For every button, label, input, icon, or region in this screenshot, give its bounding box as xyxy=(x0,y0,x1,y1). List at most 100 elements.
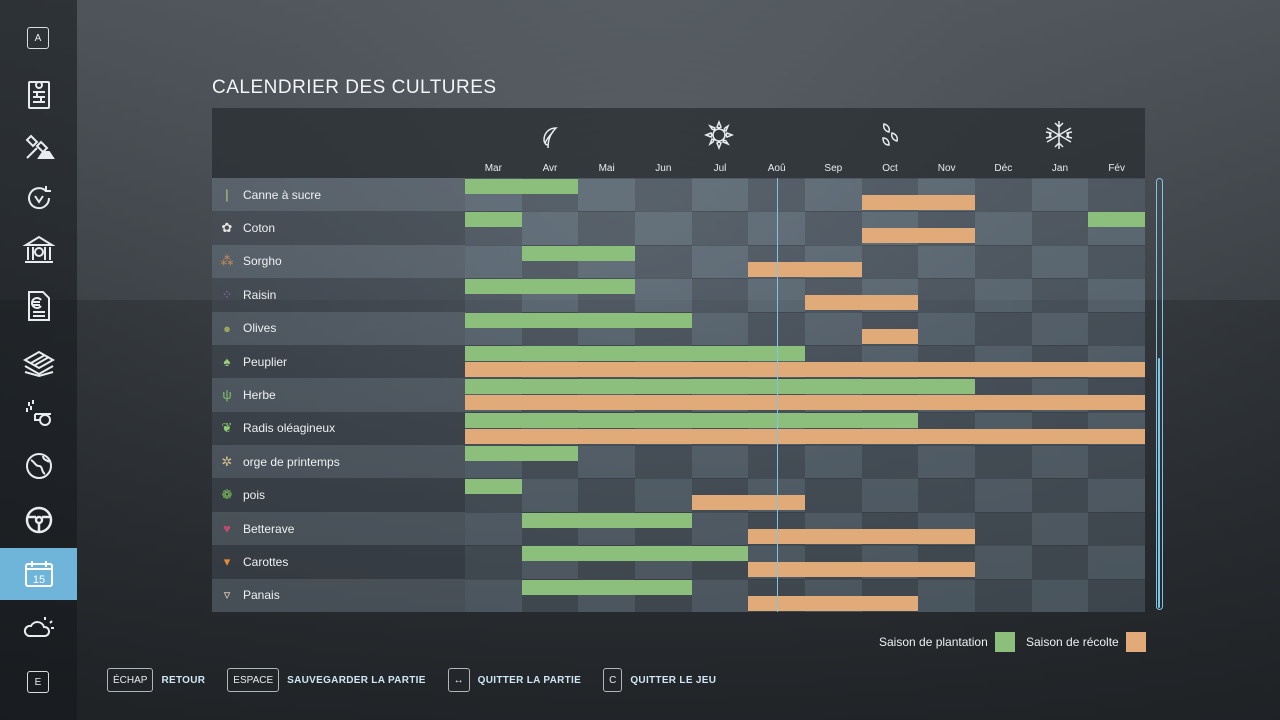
crop-name: Coton xyxy=(243,221,276,236)
sidebar-item-finances[interactable] xyxy=(0,224,77,276)
key-c[interactable]: C xyxy=(603,668,623,692)
crop-row-label[interactable]: | Canne à sucre xyxy=(212,178,465,212)
page-title: CALENDRIER DES CULTURES xyxy=(212,77,497,98)
crop-row-label[interactable]: ❦ Radis oléagineux xyxy=(212,411,465,446)
legend-planting: Saison de plantation xyxy=(879,632,1015,652)
planting-season-bar xyxy=(521,579,692,595)
harvest-season-bar xyxy=(465,361,1145,377)
month-label: Jul xyxy=(713,163,727,174)
month-label: Jun xyxy=(655,163,672,174)
crop-name: Betterave xyxy=(243,521,295,536)
harvest-season-bar xyxy=(861,195,975,210)
save-game-button[interactable]: SAUVEGARDER LA PARTIE xyxy=(287,674,426,686)
grass-icon: ψ xyxy=(222,387,232,403)
planting-season-bar xyxy=(465,379,975,395)
crop-row-label[interactable]: ♥ Betterave xyxy=(212,511,465,546)
harvest-season-bar xyxy=(805,295,919,311)
calendar-grid xyxy=(465,178,1145,612)
crop-name: Sorgho xyxy=(243,254,282,269)
sidebar-item-weather[interactable] xyxy=(0,602,77,654)
current-date-marker xyxy=(776,178,778,612)
planting-season-bar xyxy=(465,446,579,462)
crop-name: Raisin xyxy=(243,287,277,302)
summer-sun-icon xyxy=(703,119,735,151)
planting-season-bar xyxy=(521,546,749,562)
crop-row-label[interactable]: ⁂ Sorgho xyxy=(212,244,465,279)
spring-leaf-icon xyxy=(543,127,558,149)
month-label: Aoû xyxy=(767,163,786,174)
crop-name: Canne à sucre xyxy=(243,187,322,202)
key-arrows[interactable]: ↔ xyxy=(447,668,470,692)
sorghum-icon: ⁂ xyxy=(220,253,234,269)
harvest-season-bar xyxy=(465,428,1145,444)
sidebar-item-fields[interactable] xyxy=(0,334,77,386)
peas-icon: ❁ xyxy=(221,487,233,503)
month-label: Mai xyxy=(598,163,615,174)
sugarcane-icon: | xyxy=(225,187,229,203)
sidebar-item-crop-calendar[interactable]: 15 xyxy=(0,548,77,600)
footer-actions: ÉCHAP RETOUR ESPACE SAUVEGARDER LA PARTI… xyxy=(107,668,738,692)
crop-name: pois xyxy=(243,488,266,503)
back-button[interactable]: RETOUR xyxy=(161,674,206,686)
crop-name: orge de printemps xyxy=(243,454,340,469)
crop-row-label[interactable]: ♠ Peuplier xyxy=(212,344,465,379)
quit-to-desktop-button[interactable]: QUITTER LE JEU xyxy=(630,674,717,686)
legend-harvest-swatch xyxy=(1125,632,1146,652)
month-label: Oct xyxy=(882,163,898,174)
crop-calendar-panel: Mar Avr Mai Jun Jul Aoû Sep Oct Nov Déc Jan Fév | Ca… xyxy=(212,108,1145,612)
sidebar-key-top[interactable]: A xyxy=(27,27,49,49)
planting-season-bar xyxy=(521,512,692,528)
key-space[interactable]: ESPACE xyxy=(227,668,280,692)
calendar-icon: 15 xyxy=(24,561,53,587)
crop-row-label[interactable]: ▾ Carottes xyxy=(212,545,465,579)
carrot-icon: ▾ xyxy=(223,553,231,569)
legend-harvest-label: Saison de récolte xyxy=(1026,635,1119,649)
crop-row-label[interactable]: ✲ orge de printemps xyxy=(212,445,465,479)
harvest-season-bar xyxy=(861,228,975,244)
planting-season-bar xyxy=(465,345,805,361)
sidebar-item-driving[interactable] xyxy=(0,494,77,546)
legend-planting-swatch xyxy=(994,632,1015,652)
planting-season-bar xyxy=(465,312,692,328)
key-escape[interactable]: ÉCHAP xyxy=(107,668,154,692)
sidebar-item-calendar-overview[interactable] xyxy=(0,68,77,120)
field-icon xyxy=(22,350,55,378)
month-column xyxy=(1031,178,1089,612)
crop-name: Panais xyxy=(243,588,280,603)
weather-icon xyxy=(23,617,54,637)
sidebar-item-contracts[interactable] xyxy=(0,280,77,332)
sidebar-key-bottom[interactable]: E xyxy=(27,671,49,693)
cycle-icon xyxy=(27,186,51,210)
sidebar-item-map[interactable] xyxy=(0,120,77,172)
globe-icon xyxy=(25,453,52,479)
crop-row-label[interactable]: ✿ Coton xyxy=(212,211,465,245)
crop-row-label[interactable]: ⁘ Raisin xyxy=(212,278,465,312)
grape-icon: ⁘ xyxy=(221,286,233,302)
sidebar-item-production[interactable] xyxy=(0,172,77,224)
svg-text:15: 15 xyxy=(32,574,44,586)
parsnip-icon: ▿ xyxy=(223,587,231,603)
calendar-brick-icon xyxy=(27,81,50,109)
planting-season-bar xyxy=(465,212,522,228)
crop-row-label[interactable]: ❁ pois xyxy=(212,478,465,512)
sidebar-item-vehicles[interactable] xyxy=(0,386,77,438)
crop-name: Radis oléagineux xyxy=(243,421,336,436)
poplar-icon: ♠ xyxy=(223,354,231,370)
quit-game-session-button[interactable]: QUITTER LA PARTIE xyxy=(477,674,582,686)
planting-season-bar xyxy=(465,279,635,295)
planting-season-bar xyxy=(465,479,522,495)
sidebar-item-environment[interactable] xyxy=(0,440,77,492)
crop-row-label[interactable]: ● Olives xyxy=(212,311,465,345)
calendar-header xyxy=(212,108,1145,178)
month-label: Nov xyxy=(937,163,956,174)
winter-snowflake-icon xyxy=(1045,121,1073,149)
beet-icon: ♥ xyxy=(223,521,231,537)
month-column xyxy=(975,178,1032,612)
crop-row-label[interactable]: ▿ Panais xyxy=(212,578,465,612)
scrollbar[interactable] xyxy=(1156,178,1163,610)
harvest-season-bar xyxy=(465,395,1145,411)
scrollbar-thumb[interactable] xyxy=(1158,358,1160,608)
satellite-dig-icon xyxy=(25,134,55,159)
crop-row-label[interactable]: ψ Herbe xyxy=(212,378,465,412)
harvest-season-bar xyxy=(748,528,975,544)
